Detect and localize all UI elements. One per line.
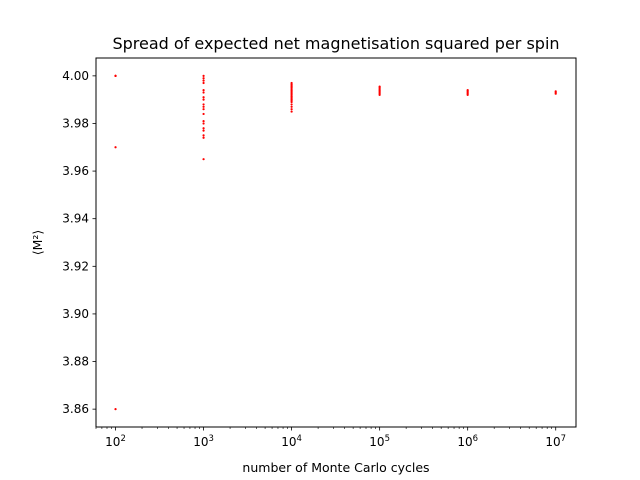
y-tick-label: 3.90 [62, 307, 89, 321]
y-tick-label: 3.96 [62, 164, 89, 178]
x-tick-label-exponent: 6 [473, 434, 478, 444]
data-point [202, 103, 205, 106]
x-axis-label: number of Monte Carlo cycles [242, 460, 429, 475]
y-tick-label: 3.94 [62, 212, 89, 226]
y-tick-label: 3.86 [62, 402, 89, 416]
x-tick-label-exponent: 5 [385, 434, 390, 444]
x-tick-label: 104 [281, 434, 302, 449]
data-point [290, 103, 293, 106]
y-axis: 3.86 3.88 3.90 3.92 3.94 3.96 3.98 4.00 [62, 69, 96, 416]
data-point [202, 91, 205, 94]
data-point [114, 408, 117, 411]
data-point [290, 108, 293, 111]
data-point [202, 89, 205, 92]
data-point [202, 112, 205, 116]
data-point [290, 110, 293, 113]
y-tick-label: 3.88 [62, 355, 89, 369]
x-tick-label: 102 [105, 434, 126, 449]
data-points-group [114, 74, 557, 411]
x-tick-label: 105 [369, 434, 390, 449]
data-point [202, 98, 205, 101]
x-tick-label-base: 10 [193, 435, 208, 449]
data-point [202, 96, 205, 99]
data-point [202, 119, 205, 123]
data-point [202, 108, 205, 111]
x-tick-label-exponent: 7 [561, 434, 566, 444]
y-tick-label: 4.00 [62, 69, 89, 83]
x-tick-label: 103 [193, 434, 214, 449]
x-tick-label-exponent: 2 [120, 434, 125, 444]
data-point [378, 93, 381, 96]
x-tick-label-base: 10 [457, 435, 472, 449]
data-point [202, 105, 205, 108]
data-point [554, 92, 557, 95]
x-tick-label: 106 [457, 434, 478, 449]
x-tick-label-base: 10 [545, 435, 560, 449]
data-point [114, 74, 117, 77]
data-point [202, 134, 205, 137]
x-tick-label-base: 10 [281, 435, 296, 449]
data-point [202, 127, 205, 130]
chart-title: Spread of expected net magnetisation squ… [112, 34, 559, 53]
data-point [202, 77, 205, 80]
data-point [202, 136, 205, 139]
x-tick-label-exponent: 4 [297, 434, 302, 444]
data-point [202, 129, 205, 132]
y-tick-label: 3.92 [62, 259, 89, 273]
plot-area-frame [95, 57, 577, 428]
y-axis-label: ⟨M²⟩ [30, 230, 45, 256]
x-tick-label-exponent: 3 [208, 434, 213, 444]
data-point [202, 81, 205, 85]
data-point [466, 93, 469, 96]
data-point [290, 100, 293, 104]
data-point [202, 79, 205, 82]
x-tick-label-base: 10 [369, 435, 384, 449]
data-point [202, 158, 205, 161]
y-tick-label: 3.98 [62, 116, 89, 130]
data-point [290, 105, 293, 108]
data-point [202, 122, 205, 125]
x-tick-label-base: 10 [105, 435, 120, 449]
x-tick-label: 107 [545, 434, 566, 449]
data-point [202, 74, 205, 77]
data-point [114, 146, 117, 149]
